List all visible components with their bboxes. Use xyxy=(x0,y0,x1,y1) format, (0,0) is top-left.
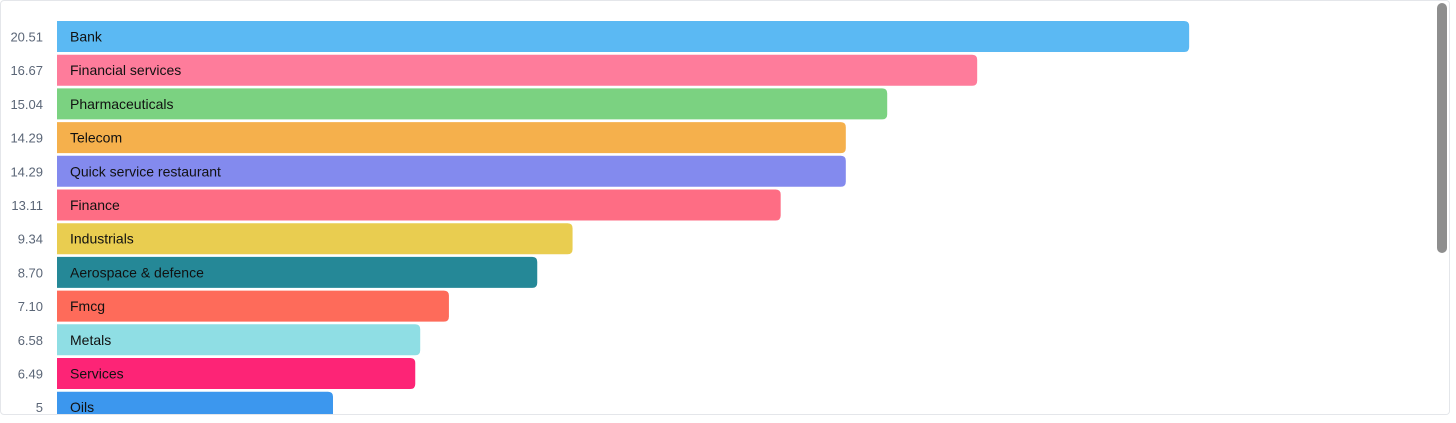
chart-panel: 20.51 Bank 16.67 Financial services 15.04 Pha… xyxy=(0,0,1450,415)
bar[interactable] xyxy=(57,88,888,120)
bar-category-label: Quick service restaurant xyxy=(70,163,221,179)
bar-row: 20.51 Bank xyxy=(10,21,1190,52)
bar[interactable] xyxy=(57,189,781,221)
bar-chart: 20.51 Bank 16.67 Financial services 15.04 Pha… xyxy=(10,21,1190,414)
bar-value-label: 13.11 xyxy=(11,198,43,213)
bar-row: 14.29 Telecom xyxy=(10,122,846,154)
bar-category-label: Telecom xyxy=(70,130,122,146)
bar-row: 15.04 Pharmaceuticals xyxy=(10,88,888,120)
bar[interactable] xyxy=(57,223,573,255)
bar-value-label: 7.10 xyxy=(18,299,43,314)
bar-row: 13.11 Finance xyxy=(11,189,781,221)
bar[interactable] xyxy=(57,290,449,322)
bar-category-label: Pharmaceuticals xyxy=(70,96,174,112)
bar-row: 9.34 Industrials xyxy=(18,223,573,255)
bar-value-label: 15.04 xyxy=(10,97,43,112)
bar[interactable] xyxy=(57,122,846,154)
bar[interactable] xyxy=(57,21,1190,52)
bar[interactable] xyxy=(57,256,538,288)
bar-value-label: 16.67 xyxy=(10,63,43,78)
bar[interactable] xyxy=(57,324,421,356)
bar-category-label: Industrials xyxy=(70,231,134,247)
bar-category-label: Services xyxy=(70,366,124,382)
bar-row: 6.58 Metals xyxy=(18,324,421,356)
bar[interactable] xyxy=(57,358,416,389)
bar-value-label: 6.58 xyxy=(18,333,43,348)
bar-value-label: 5 xyxy=(36,400,43,414)
bar-category-label: Finance xyxy=(70,197,120,213)
bar-value-label: 14.29 xyxy=(10,131,43,146)
bar-value-label: 8.70 xyxy=(18,265,43,280)
bar[interactable] xyxy=(57,54,978,86)
scrollbar-thumb[interactable] xyxy=(1437,3,1447,253)
bar-category-label: Aerospace & defence xyxy=(70,264,204,280)
bar-category-label: Fmcg xyxy=(70,298,105,314)
bar-category-label: Bank xyxy=(70,29,103,45)
bar-category-label: Oils xyxy=(70,399,94,414)
bar-row: 16.67 Financial services xyxy=(10,54,978,86)
bar-row: 8.70 Aerospace & defence xyxy=(18,256,538,288)
bar-category-label: Metals xyxy=(70,332,111,348)
bar-value-label: 20.51 xyxy=(10,30,43,45)
bar-value-label: 6.49 xyxy=(18,367,43,382)
bar-category-label: Financial services xyxy=(70,62,181,78)
bar-value-label: 9.34 xyxy=(18,232,43,247)
bar[interactable] xyxy=(57,391,333,414)
bar-row: 5 Oils xyxy=(36,391,333,414)
bar-row: 7.10 Fmcg xyxy=(18,290,449,322)
bar-row: 6.49 Services xyxy=(18,358,416,389)
bar-value-label: 14.29 xyxy=(10,164,43,179)
vertical-scrollbar[interactable] xyxy=(1435,1,1449,414)
bar[interactable] xyxy=(57,155,846,187)
bar-row: 14.29 Quick service restaurant xyxy=(10,155,846,187)
